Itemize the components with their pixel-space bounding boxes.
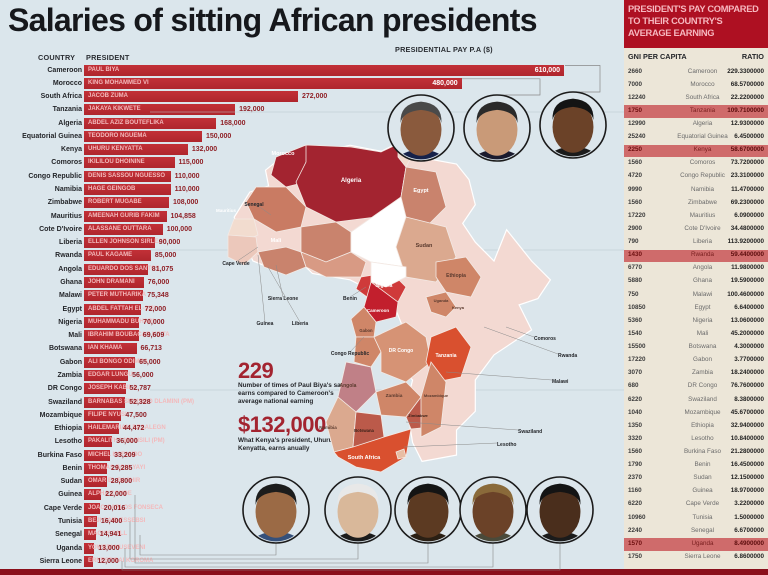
svg-text:Swaziland: Swaziland <box>518 429 542 435</box>
svg-text:Rwanda: Rwanda <box>558 353 577 359</box>
svg-text:Liberia: Liberia <box>292 321 309 327</box>
svg-text:Cameroon: Cameroon <box>367 308 390 313</box>
svg-text:Comoros: Comoros <box>534 336 556 342</box>
svg-text:Malawi: Malawi <box>552 379 569 385</box>
svg-text:Mozambique: Mozambique <box>424 393 449 398</box>
svg-text:Egypt: Egypt <box>413 188 428 194</box>
svg-text:Benin: Benin <box>343 296 357 302</box>
svg-text:Senegal: Senegal <box>244 202 264 208</box>
svg-text:Uganda: Uganda <box>434 298 449 303</box>
svg-text:Angola: Angola <box>340 383 357 389</box>
svg-text:Algeria: Algeria <box>341 178 362 184</box>
svg-text:Ethiopia: Ethiopia <box>446 273 466 279</box>
svg-text:Mauritius: Mauritius <box>216 208 236 213</box>
svg-text:Mali: Mali <box>271 238 282 244</box>
svg-text:Kenya: Kenya <box>452 305 465 310</box>
svg-text:Zimbabwe: Zimbabwe <box>408 413 428 418</box>
svg-text:Guinea: Guinea <box>257 321 274 327</box>
svg-text:Sudan: Sudan <box>416 243 433 249</box>
svg-text:Morocco: Morocco <box>272 151 296 157</box>
svg-text:Namibia: Namibia <box>319 425 337 430</box>
svg-text:DR Congo: DR Congo <box>389 348 413 354</box>
svg-text:South Africa: South Africa <box>348 455 381 461</box>
svg-text:Congo Republic: Congo Republic <box>331 351 370 357</box>
svg-text:Cape Verde: Cape Verde <box>222 261 249 267</box>
svg-text:Nigeria: Nigeria <box>376 283 393 289</box>
svg-text:Gabon: Gabon <box>359 328 373 333</box>
svg-text:Lesotho: Lesotho <box>497 442 516 448</box>
svg-text:Zambia: Zambia <box>386 393 403 399</box>
svg-text:Botswana: Botswana <box>354 428 374 433</box>
svg-text:Tanzania: Tanzania <box>435 353 456 359</box>
svg-text:Sierra Leone: Sierra Leone <box>268 296 299 302</box>
